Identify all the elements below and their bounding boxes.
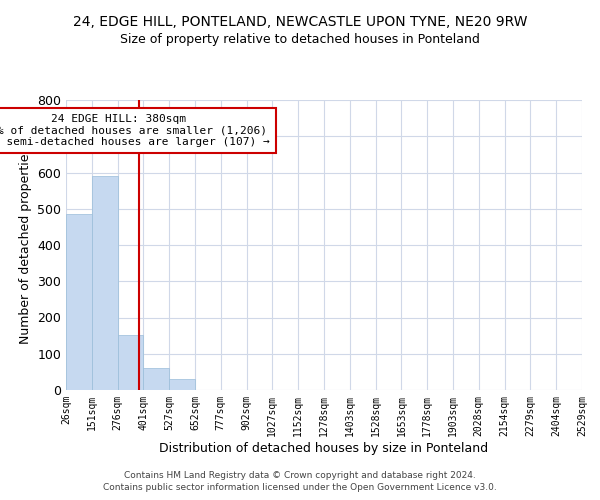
Text: Contains HM Land Registry data © Crown copyright and database right 2024.
Contai: Contains HM Land Registry data © Crown c…: [103, 471, 497, 492]
Text: 24, EDGE HILL, PONTELAND, NEWCASTLE UPON TYNE, NE20 9RW: 24, EDGE HILL, PONTELAND, NEWCASTLE UPON…: [73, 15, 527, 29]
X-axis label: Distribution of detached houses by size in Ponteland: Distribution of detached houses by size …: [160, 442, 488, 454]
Y-axis label: Number of detached properties: Number of detached properties: [19, 146, 32, 344]
Bar: [66, 214, 92, 390]
Bar: [143, 368, 169, 390]
Bar: [169, 379, 195, 390]
Bar: [118, 335, 143, 390]
Text: 24 EDGE HILL: 380sqm
← 92% of detached houses are smaller (1,206)
8% of semi-det: 24 EDGE HILL: 380sqm ← 92% of detached h…: [0, 114, 270, 147]
Text: Size of property relative to detached houses in Ponteland: Size of property relative to detached ho…: [120, 32, 480, 46]
Bar: [92, 176, 118, 390]
